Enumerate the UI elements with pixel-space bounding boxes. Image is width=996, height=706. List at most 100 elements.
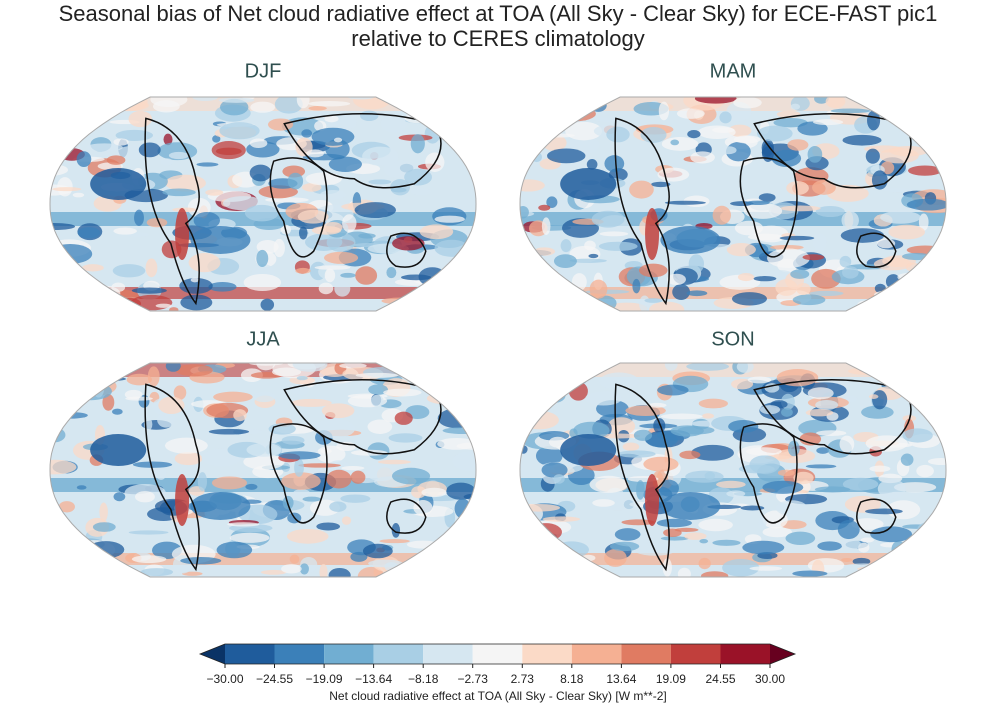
panel-title: JJA — [246, 328, 280, 350]
bias-patch — [816, 447, 830, 454]
bias-patch — [815, 399, 839, 410]
bias-patch — [712, 205, 731, 225]
bias-patch — [88, 285, 121, 302]
colorbar-tick-label: −13.64 — [355, 672, 392, 686]
bias-patch — [781, 407, 793, 417]
bias-patch — [420, 290, 445, 308]
bias-patch — [756, 125, 793, 142]
bias-patch — [670, 139, 680, 146]
bias-patch — [426, 102, 440, 108]
bias-patch — [50, 399, 65, 419]
map-frame — [49, 96, 477, 312]
bias-patch — [233, 409, 247, 422]
bias-patch — [767, 248, 810, 269]
bias-patch — [188, 253, 221, 273]
bias-patch — [691, 444, 734, 461]
bias-patch — [749, 455, 780, 474]
bias-patch — [733, 135, 761, 144]
bias-patch — [817, 541, 843, 551]
colorbar-tick-label: −19.09 — [306, 672, 343, 686]
bias-patch — [155, 303, 172, 308]
bias-patch — [698, 557, 711, 570]
bias-patch — [434, 239, 470, 257]
bias-patch — [455, 557, 476, 577]
bias-patch — [604, 155, 625, 173]
bias-patch — [316, 445, 346, 463]
bias-patch — [50, 503, 60, 515]
bias-patch — [762, 480, 804, 494]
bias-patch — [50, 222, 76, 231]
bias-patch — [599, 372, 640, 391]
bias-patch — [559, 102, 600, 109]
bias-patch — [520, 205, 529, 219]
bias-patch — [297, 209, 329, 224]
bias-patch — [688, 254, 705, 274]
bias-patch — [371, 394, 384, 408]
bias-patch — [126, 373, 153, 386]
bias-patch — [249, 138, 268, 149]
colorbar-label: Net cloud radiative effect at TOA (All S… — [329, 689, 666, 703]
bias-patch — [584, 240, 596, 251]
bias-patch — [76, 485, 87, 490]
bias-patch — [408, 97, 444, 111]
continent-outline — [386, 232, 427, 268]
bias-patch — [569, 258, 607, 263]
bias-patch — [328, 568, 351, 577]
bias-patch — [711, 127, 735, 133]
bias-patch — [604, 548, 627, 567]
bias-patch — [308, 101, 351, 107]
bias-patch — [541, 462, 568, 478]
bias-patch — [796, 283, 811, 295]
bias-patch — [391, 467, 431, 485]
bias-patch — [870, 294, 894, 300]
bias-patch — [758, 193, 776, 203]
bias-patch — [50, 244, 93, 264]
bias-patch — [790, 103, 801, 110]
bias-patch — [842, 477, 879, 491]
bias-patch — [362, 146, 399, 166]
ocean-low — [90, 168, 147, 200]
bias-patch — [245, 483, 258, 490]
bias-patch — [731, 378, 754, 390]
bias-patch — [232, 157, 258, 166]
colorbar-tick-label: 13.64 — [606, 672, 636, 686]
bias-patch — [117, 297, 142, 310]
bias-patch — [281, 564, 302, 574]
bias-patch — [617, 450, 656, 458]
bias-patch — [712, 539, 741, 546]
bias-patch — [639, 295, 651, 311]
map-frame — [519, 362, 947, 578]
bias-patch — [273, 238, 285, 258]
bias-patch — [205, 189, 224, 196]
map-frame — [519, 96, 947, 312]
bias-patch — [392, 236, 425, 251]
bias-patch — [911, 97, 921, 105]
bias-patch — [842, 134, 882, 146]
bias-patch — [571, 297, 594, 311]
bias-patch — [520, 150, 535, 163]
bias-patch — [913, 532, 946, 538]
bias-patch — [260, 569, 287, 575]
coast-high — [175, 474, 190, 526]
bias-patch — [329, 501, 347, 512]
bias-patch — [258, 185, 298, 199]
bias-patch — [328, 156, 362, 172]
bias-patch — [546, 196, 558, 209]
bias-patch — [547, 148, 586, 164]
bias-patch — [906, 198, 946, 211]
bias-patch — [85, 143, 123, 152]
colorbar-segment — [274, 644, 325, 664]
bias-patch — [360, 110, 379, 122]
colorbar-tick-label: −2.73 — [458, 672, 489, 686]
bias-patch — [437, 408, 476, 429]
bias-patch — [698, 398, 728, 409]
bias-patch — [446, 482, 476, 500]
bias-patch — [607, 417, 636, 436]
bias-patch — [589, 279, 608, 299]
bias-patch — [131, 555, 167, 564]
bias-patch — [520, 410, 559, 430]
bias-patch — [790, 269, 810, 279]
bias-patch — [908, 165, 942, 176]
bias-patch — [852, 557, 871, 566]
bias-patch — [647, 402, 667, 408]
